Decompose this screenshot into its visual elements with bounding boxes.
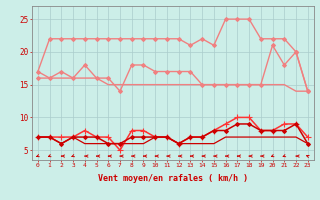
X-axis label: Vent moyen/en rafales ( km/h ): Vent moyen/en rafales ( km/h ) bbox=[98, 174, 248, 183]
